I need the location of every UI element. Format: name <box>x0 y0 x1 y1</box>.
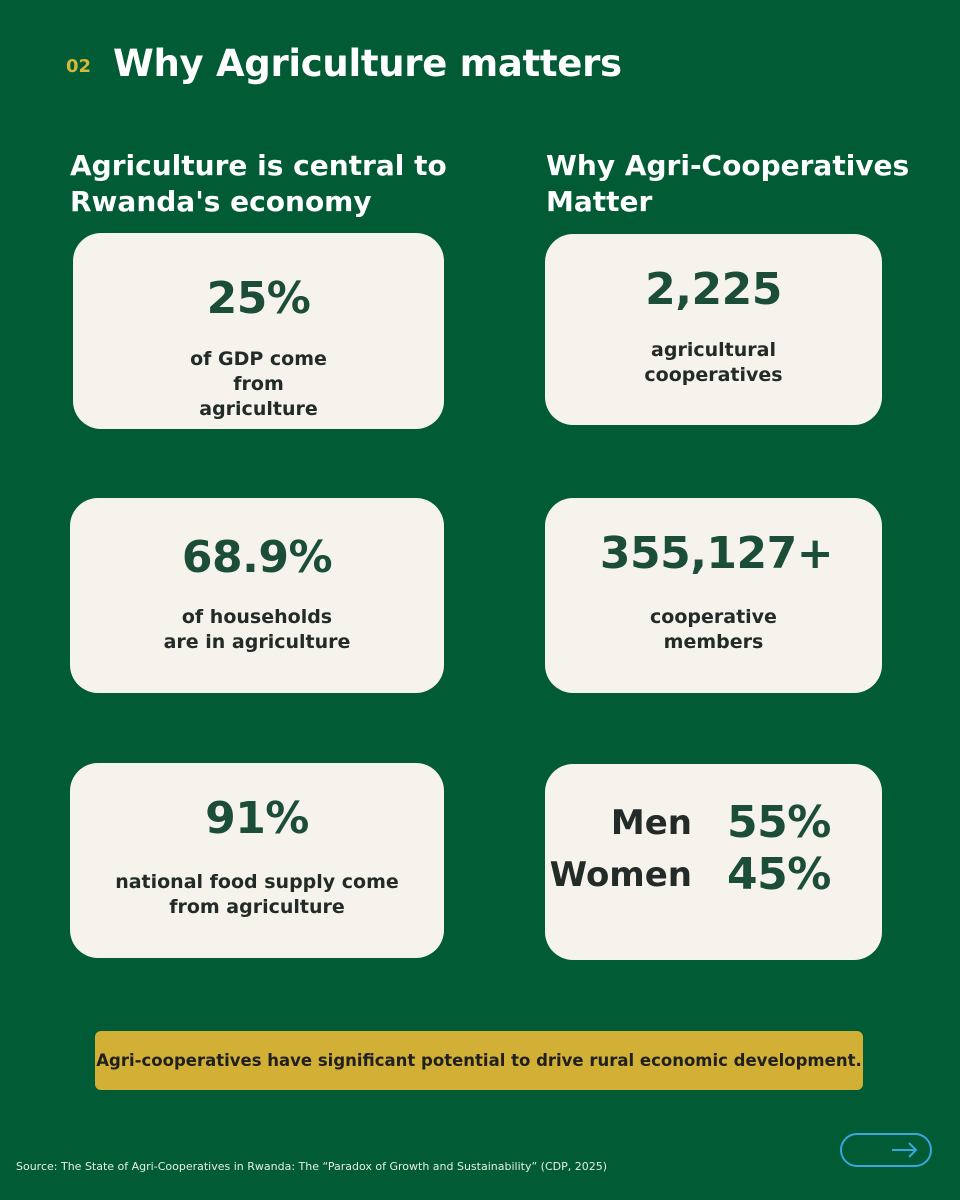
women-value: 45% <box>727 849 831 900</box>
members-stat-value: 355,127+ <box>599 528 834 579</box>
right-column-heading: Why Agri-Cooperatives Matter <box>546 149 910 218</box>
members-stat-card: 355,127+ cooperative members <box>545 498 882 693</box>
gdp-stat-value: 25% <box>206 273 311 324</box>
section-number: 02 <box>66 56 92 77</box>
men-label: Men <box>610 803 692 843</box>
left-column-heading: Agriculture is central to Rwanda's econo… <box>70 149 447 218</box>
households-stat-value: 68.9% <box>181 532 333 583</box>
food-supply-stat-description: national food supply come from agricultu… <box>115 871 399 918</box>
men-row: Men 55% <box>545 798 882 848</box>
gender-split-card: Men 55% Women 45% <box>545 764 882 960</box>
food-supply-stat-value: 91% <box>205 793 309 844</box>
next-button[interactable] <box>840 1133 932 1167</box>
page-title: Why Agriculture matters <box>113 42 622 85</box>
food-supply-stat-card: 91% national food supply come from agric… <box>70 763 444 958</box>
gdp-stat-card: 25% of GDP come from agriculture <box>73 233 444 429</box>
households-stat-description: of households are in agriculture <box>163 606 351 653</box>
source-citation: Source: The State of Agri-Cooperatives i… <box>16 1160 608 1173</box>
members-stat-description: cooperative members <box>650 606 777 653</box>
cooperatives-stat-value: 2,225 <box>645 264 782 315</box>
cooperatives-stat-card: 2,225 agricultural cooperatives <box>545 234 882 425</box>
women-label: Women <box>549 855 692 895</box>
cooperatives-stat-description: agricultural cooperatives <box>644 339 783 386</box>
gdp-stat-description: of GDP come from agriculture <box>190 348 327 420</box>
women-row: Women 45% <box>545 850 882 900</box>
men-value: 55% <box>727 797 831 848</box>
households-stat-card: 68.9% of households are in agriculture <box>70 498 444 693</box>
key-message-banner: Agri-cooperatives have significant poten… <box>95 1031 863 1090</box>
arrow-right-icon <box>892 1142 918 1158</box>
